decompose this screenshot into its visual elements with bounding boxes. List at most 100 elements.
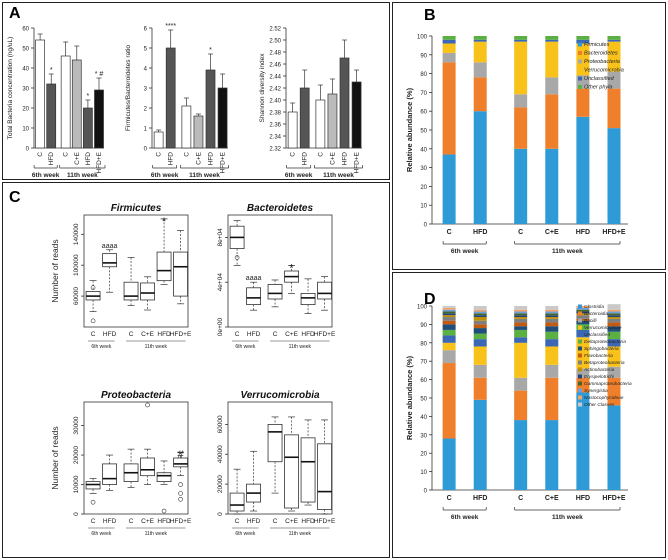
C3-plot-frame (83, 401, 189, 515)
A3-y-tick-label: 2.44 (269, 75, 281, 81)
A1-x-tick-label: HFD (48, 152, 55, 166)
D-stack-segment (545, 318, 559, 323)
D-stack-segment (607, 322, 621, 327)
D-stack-segment (442, 313, 456, 316)
D-stack-segment (607, 304, 621, 310)
D-legend-swatch (578, 360, 582, 365)
C2-box (246, 287, 261, 305)
D-stack-segment (576, 318, 590, 321)
B-stack-segment (473, 77, 487, 112)
A3-bar (315, 99, 326, 149)
D-legend-label: Clostridia (584, 304, 604, 310)
D-x-tick-label: C+E (545, 495, 559, 502)
A1-bar (71, 59, 82, 149)
C1-group-label: 6th week (91, 344, 112, 350)
D-stack-segment (607, 317, 621, 319)
D-stack-segment (473, 324, 487, 329)
D-legend-swatch (578, 374, 582, 379)
D-stack-segment (545, 306, 559, 310)
C3-group-label: 6th week (91, 531, 112, 537)
B-stack-segment (545, 39, 559, 42)
D-stack-segment (607, 318, 621, 323)
D-stack-segment (514, 337, 528, 343)
C3-x-tick-label: HFD (157, 518, 171, 525)
D-stack-segment (576, 320, 590, 325)
D-stack-segment (473, 377, 487, 400)
C1-x-tick-label: HFD (157, 331, 171, 338)
B-x-tick-label: C (518, 229, 523, 236)
D-stack-segment (514, 315, 528, 318)
C4-x-tick-label: C+E (285, 518, 298, 525)
D-stack-segment (514, 313, 528, 316)
C2-x-tick-label: HFD (247, 331, 261, 338)
B-x-tick-label: HFD (473, 229, 487, 236)
D-legend-swatch (578, 395, 582, 400)
D-stack-segment (576, 329, 590, 338)
D-legend-label: Betaproteobacteria (584, 360, 625, 366)
D-stack-segment (576, 313, 590, 316)
D-legend-label: Synergistia (584, 388, 608, 394)
B-y-tick-label: 80 (420, 72, 427, 78)
C4-box (317, 443, 332, 510)
A1-significance: * (87, 93, 90, 100)
D-stack-segment (545, 322, 559, 327)
A2-y-tick-label: 4 (144, 67, 148, 73)
A1-y-label: Total Bacteria concentration (ng/uL) (7, 37, 14, 140)
D-stack-segment (514, 309, 528, 312)
A2-x-tick-label: C+E (195, 151, 202, 164)
D-stack-segment (514, 311, 528, 314)
A2-significance: * (209, 47, 212, 54)
A3-x-tick-label: C (290, 152, 297, 157)
C2-significance: aaaa (246, 275, 262, 282)
D-stack-segment (607, 315, 621, 318)
D-legend-label: Sphingobacteria (584, 346, 619, 352)
D-legend-label: Verrucomicrobiae (584, 325, 622, 331)
C1-x-tick-label: HFD+E (170, 331, 192, 338)
B-stack-segment (607, 36, 621, 40)
A1-significance: * # (95, 71, 104, 78)
D-y-label: Relative abundance (%) (405, 355, 414, 440)
B-stack-segment (473, 62, 487, 78)
C1-group-label: 11th week (145, 344, 168, 350)
C2-y-tick-label: 4e+04 (217, 273, 224, 292)
A2-bar (193, 115, 204, 149)
C3-box (102, 463, 117, 485)
B-legend-swatch (578, 68, 582, 72)
C4-y-tick-label: 60000 (217, 415, 224, 433)
C1-significance: aaaa (102, 243, 118, 250)
B-y-tick-label: 20 (420, 185, 427, 191)
B-legend-swatch (578, 42, 582, 47)
A3-y-tick-label: 2.48 (269, 51, 281, 57)
D-legend-label: Bacilli (584, 318, 597, 324)
D-stack-segment (473, 313, 487, 316)
B-stack-segment (514, 148, 528, 224)
D-stack-segment (514, 322, 528, 327)
C2-y-tick-label: 8e+04 (217, 228, 224, 247)
A3-group-label: 6th week (285, 172, 313, 179)
A3-y-tick-label: 2.34 (269, 135, 281, 141)
D-legend-label: Unclassified (584, 332, 610, 338)
A1-y-tick-label: 30 (22, 87, 29, 93)
A3-y-tick-label: 2.32 (269, 147, 281, 153)
A3-x-tick-label: HFD+E (354, 151, 361, 173)
A2-group-label: 11th week (189, 172, 220, 179)
A3-x-tick-label: HFD (342, 152, 349, 166)
C3-group-label: 11th week (145, 531, 168, 537)
D-stack-segment (442, 335, 456, 343)
C1-y-tick-label: 140000 (73, 223, 80, 245)
B-stack-segment (576, 36, 590, 40)
D-stack-segment (473, 364, 487, 378)
D-stack-segment (442, 315, 456, 318)
D-stack-segment (545, 331, 559, 340)
D-y-tick-label: 50 (420, 397, 427, 403)
D-stack-segment (576, 368, 590, 378)
D-stack-segment (514, 420, 528, 490)
D-stack-segment (545, 315, 559, 318)
C1-x-tick-label: C+E (141, 331, 154, 338)
D-stack-segment (442, 317, 456, 321)
D-stack-segment (514, 329, 528, 338)
A3-y-tick-label: 2.40 (269, 99, 281, 105)
C2-x-tick-label: C (235, 331, 240, 338)
D-stack-segment (473, 320, 487, 325)
D-stack-segment (442, 306, 456, 308)
